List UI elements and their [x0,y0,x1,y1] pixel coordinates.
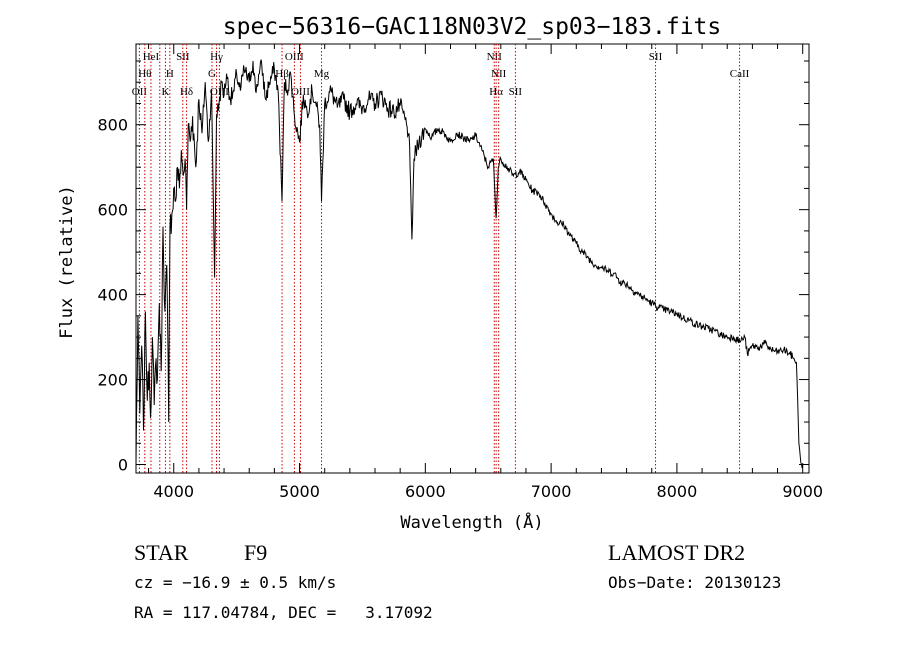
plot-frame [135,43,810,474]
x-tick-label-1: 5000 [279,482,320,501]
line-marker-label-9: Hγ [210,51,223,63]
line-marker-label-17: NII [491,68,507,80]
object-class: STAR [134,540,189,565]
spectrum-line [135,59,804,469]
line-marker-label-2: HeI [143,51,160,63]
x-axis-label: Wavelength (Å) [400,511,543,533]
line-marker-label-5: H [166,68,174,80]
y-tick-label-3: 600 [97,201,128,220]
x-tick-label-4: 8000 [657,482,698,501]
line-marker-label-8: G [208,68,216,80]
x-tick-label-2: 6000 [405,482,446,501]
line-marker-label-11: Hβ [275,68,289,80]
line-marker-label-19: SII [649,51,663,63]
line-marker-label-0: OII [132,86,148,98]
line-marker-label-15: NII [487,51,503,63]
line-marker-label-10: OIII [210,86,229,98]
line-marker-label-12: OIII [285,51,304,63]
line-marker-label-16: Hα [489,86,503,98]
y-tick-label-1: 200 [97,371,128,390]
line-marker-label-18: SII [509,86,523,98]
chart-title: spec−56316−GAC118N03V2_sp03−183.fits [223,14,722,40]
line-marker-label-4: K [161,86,169,98]
survey-name: LAMOST DR2 [608,540,746,565]
observation-date: Obs−Date: 20130123 [608,573,782,592]
object-subclass: F9 [244,540,268,565]
sky-coordinates: RA = 117.04784, DEC = 3.17092 [134,603,433,622]
line-marker-label-1: Hθ [138,68,151,80]
x-tick-label-0: 4000 [153,482,194,501]
line-marker-label-14: Mg [314,68,330,80]
line-marker-label-20: CaII [730,68,750,80]
y-axis-label: Flux (relative) [57,185,77,339]
y-tick-label-0: 0 [118,456,128,475]
y-tick-label-2: 400 [97,286,128,305]
x-tick-label-5: 9000 [782,482,823,501]
line-marker-layer: OIIHθHeIKHSIIHδGHγOIIIHβOIIIOIIIMgNIIHαN… [132,44,750,473]
axis-ticks: 4000 5000 6000 7000 8000 9000 0 200 400 600 800 [97,44,823,501]
x-tick-label-3: 7000 [531,482,572,501]
line-marker-label-13: OIII [291,86,310,98]
line-marker-label-7: Hδ [180,86,193,98]
line-marker-label-6: SII [176,51,190,63]
y-tick-label-4: 800 [97,116,128,135]
redshift-velocity: cz = −16.9 ± 0.5 km/s [134,573,337,592]
